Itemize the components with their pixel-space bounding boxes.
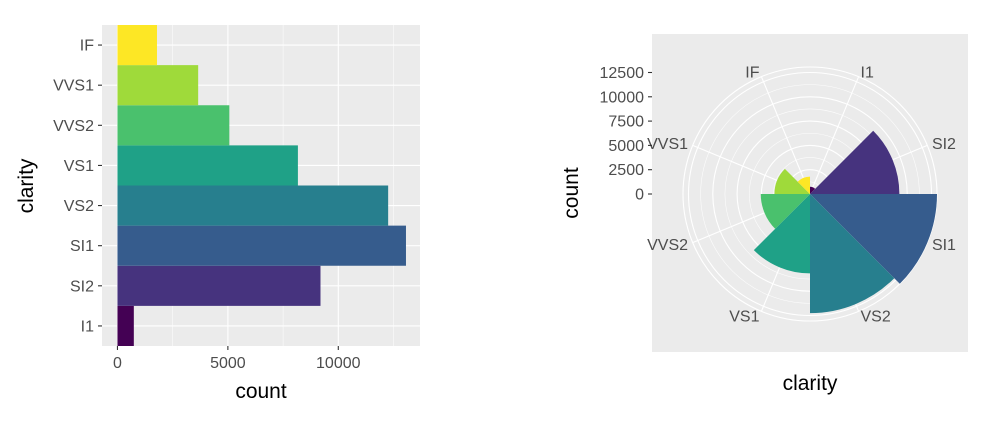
polar-angle-label: SI1 — [932, 237, 956, 254]
polar-series — [753, 130, 937, 314]
bar-y-tick-label: IF — [80, 38, 94, 55]
bar-chart: I1 SI2 SI1 VS2 VS1 VVS2 VVS1 IF 0 5000 10000 coun… — [15, 25, 420, 403]
polar-y-axis-title: count — [560, 167, 583, 219]
polar-angle-label: SI2 — [932, 136, 956, 153]
bar-x-axis-title: count — [235, 380, 287, 403]
bar-y-tick-label: VS2 — [64, 198, 94, 215]
polar-r-tick-label: 12500 — [600, 65, 645, 82]
bar-SI2 — [117, 265, 321, 306]
bar-VVS2 — [117, 105, 230, 146]
polar-angle-label: VVS1 — [647, 136, 688, 153]
bar-x-tick-label: 0 — [113, 355, 122, 372]
polar-wedge-VS2 — [810, 194, 895, 314]
bar-VVS1 — [117, 65, 199, 106]
polar-wedge-VVS2 — [760, 194, 810, 229]
polar-wedge-VS1 — [753, 194, 810, 274]
polar-spoke — [809, 76, 860, 195]
bar-y-tick-label: VVS2 — [53, 118, 94, 135]
polar-wedge-SI2 — [810, 130, 900, 194]
polar-angle-label: IF — [745, 65, 759, 82]
bar-y-tick-label: SI2 — [70, 278, 94, 295]
polar-r-tick-label: 2500 — [608, 162, 644, 179]
polar-x-axis-title: clarity — [783, 372, 838, 395]
bar-y-tick-label: SI1 — [70, 238, 94, 255]
polar-angle-label: VS1 — [729, 308, 759, 325]
polar-angle-axis: I1 SI2 SI1 VS2 VS1 VVS2 VVS1 IF — [647, 65, 956, 326]
bar-x-tick-label: 5000 — [210, 355, 246, 372]
polar-r-tick-label: 0 — [635, 187, 644, 204]
polar-wedge-I1 — [810, 186, 816, 194]
polar-r-tick-label: 5000 — [608, 138, 644, 155]
bar-SI1 — [117, 225, 406, 266]
polar-spoke — [760, 76, 811, 195]
polar-wedge-IF — [797, 176, 810, 194]
polar-wedge-SI1 — [810, 194, 937, 284]
polar-r-tick-label: 10000 — [600, 89, 645, 106]
bar-VS1 — [117, 145, 298, 186]
bar-y-tick-label: VVS1 — [53, 78, 94, 95]
bar-y-tick-label: I1 — [81, 318, 94, 335]
polar-angle-label: VVS2 — [647, 237, 688, 254]
bar-x-axis: 0 5000 10000 — [113, 346, 361, 372]
bar-y-tick-label: VS1 — [64, 158, 94, 175]
polar-r-tick-label: 7500 — [608, 114, 644, 131]
bar-y-axis: I1 SI2 SI1 VS2 VS1 VVS2 VVS1 IF — [53, 38, 102, 335]
polar-angle-label: VS2 — [861, 308, 891, 325]
polar-wedge-VVS1 — [774, 168, 810, 194]
bar-IF — [117, 25, 157, 66]
bar-I1 — [117, 305, 134, 346]
polar-radius-axis: 0 2500 5000 7500 10000 12500 — [600, 65, 652, 204]
polar-chart: I1 SI2 SI1 VS2 VS1 VVS2 VVS1 IF 0 2500 5000 7500 10… — [560, 34, 968, 395]
bar-series — [117, 25, 406, 346]
bar-VS2 — [117, 185, 389, 226]
bar-y-axis-title: clarity — [15, 158, 38, 213]
bar-x-tick-label: 10000 — [316, 355, 361, 372]
polar-angle-label: I1 — [861, 65, 874, 82]
